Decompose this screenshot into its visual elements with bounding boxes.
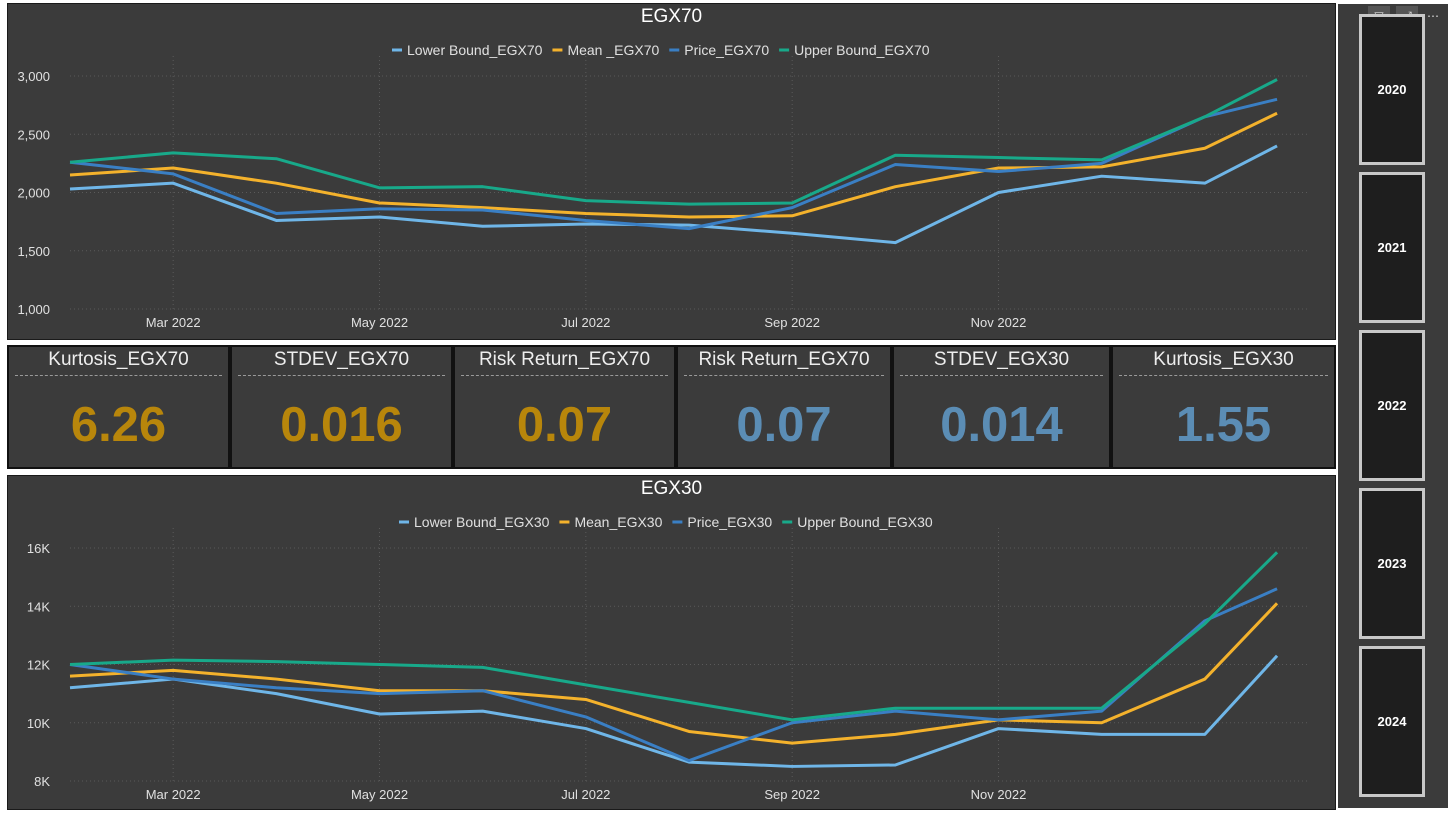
x-tick-label: May 2022 xyxy=(351,787,408,802)
y-tick-label: 2,500 xyxy=(17,127,50,142)
legend-label: Upper Bound_EGX70 xyxy=(794,42,930,58)
card-value: 0.014 xyxy=(894,397,1109,453)
more-options-icon[interactable]: ⋯ xyxy=(1422,6,1444,26)
x-tick-label: Jul 2022 xyxy=(561,315,610,330)
card-divider xyxy=(238,375,445,376)
slicer-year-2024[interactable]: 2024 xyxy=(1359,646,1425,797)
legend-label: Price_EGX30 xyxy=(687,514,772,530)
card-divider xyxy=(684,375,884,376)
y-tick-label: 2,000 xyxy=(17,186,50,201)
card-divider xyxy=(15,375,222,376)
x-tick-label: Mar 2022 xyxy=(146,315,201,330)
y-tick-label: 10K xyxy=(27,716,50,731)
x-tick-label: Sep 2022 xyxy=(764,787,820,802)
card-value: 6.26 xyxy=(9,397,228,453)
x-tick-label: Nov 2022 xyxy=(971,787,1027,802)
slicer-year-2022[interactable]: 2022 xyxy=(1359,330,1425,481)
y-tick-label: 12K xyxy=(27,658,50,673)
card-stdev-egx30[interactable]: STDEV_EGX30 0.014 xyxy=(892,345,1111,469)
legend-label: Lower Bound_EGX30 xyxy=(414,514,550,530)
card-value: 1.55 xyxy=(1113,397,1334,453)
card-divider xyxy=(1119,375,1328,376)
slicer-year-2020[interactable]: 2020 xyxy=(1359,14,1425,165)
card-label: Risk Return_EGX70 xyxy=(455,349,674,371)
card-value: 0.07 xyxy=(678,397,890,453)
y-tick-label: 16K xyxy=(27,541,50,556)
series-line-price-egx70 xyxy=(70,99,1277,228)
series-line-mean-egx30 xyxy=(70,603,1277,743)
card-label: STDEV_EGX70 xyxy=(232,349,451,371)
card-risk-return-egx70-a[interactable]: Risk Return_EGX70 0.07 xyxy=(453,345,676,469)
card-value: 0.07 xyxy=(455,397,674,453)
x-tick-label: May 2022 xyxy=(351,315,408,330)
egx30-chart-panel[interactable]: EGX30 8K 10K 12K 14K 16K Mar 2022 May 2022 Jul … xyxy=(7,475,1336,810)
x-tick-label: Mar 2022 xyxy=(146,787,201,802)
legend-label: Lower Bound_EGX70 xyxy=(407,42,543,58)
series-line-upper-bound-egx30 xyxy=(70,552,1277,719)
x-tick-label: Jul 2022 xyxy=(561,787,610,802)
egx70-line-chart[interactable]: 1,000 1,500 2,000 2,500 3,000 Mar 2022 May 202… xyxy=(8,4,1337,341)
y-tick-label: 14K xyxy=(27,599,50,614)
card-divider xyxy=(900,375,1103,376)
legend-label: Upper Bound_EGX30 xyxy=(797,514,933,530)
y-tick-label: 8K xyxy=(34,774,50,789)
egx70-chart-panel[interactable]: EGX70 1,000 1,500 2,000 2,500 3,000 Mar 2022 M… xyxy=(7,3,1336,340)
card-kurtosis-egx30[interactable]: Kurtosis_EGX30 1.55 xyxy=(1111,345,1336,469)
slicer-year-2021[interactable]: 2021 xyxy=(1359,172,1425,323)
y-tick-label: 1,500 xyxy=(17,244,50,259)
legend-label: Mean _EGX70 xyxy=(567,42,659,58)
slicer-year-2023[interactable]: 2023 xyxy=(1359,488,1425,639)
card-label: STDEV_EGX30 xyxy=(894,349,1109,371)
legend-label: Price_EGX70 xyxy=(684,42,769,58)
series-line-upper-bound-egx70 xyxy=(70,79,1277,204)
card-divider xyxy=(461,375,668,376)
card-label: Kurtosis_EGX70 xyxy=(9,349,228,371)
x-tick-label: Nov 2022 xyxy=(971,315,1027,330)
card-kurtosis-egx70[interactable]: Kurtosis_EGX70 6.26 xyxy=(7,345,230,469)
card-stdev-egx70[interactable]: STDEV_EGX70 0.016 xyxy=(230,345,453,469)
legend-label: Mean_EGX30 xyxy=(574,514,662,530)
egx30-line-chart[interactable]: 8K 10K 12K 14K 16K Mar 2022 May 2022 Jul 2022 Se… xyxy=(8,476,1337,811)
card-label: Kurtosis_EGX30 xyxy=(1113,349,1334,371)
x-tick-label: Sep 2022 xyxy=(764,315,820,330)
y-tick-label: 1,000 xyxy=(17,302,50,317)
y-tick-label: 3,000 xyxy=(17,69,50,84)
card-risk-return-egx70-b[interactable]: Risk Return_EGX70 0.07 xyxy=(676,345,892,469)
card-label: Risk Return_EGX70 xyxy=(678,349,890,371)
card-value: 0.016 xyxy=(232,397,451,453)
